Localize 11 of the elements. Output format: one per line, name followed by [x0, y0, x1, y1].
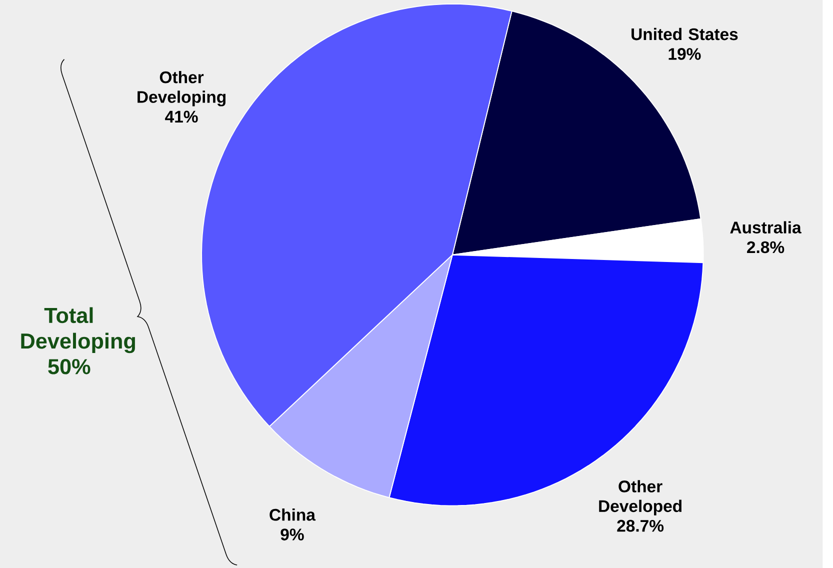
data-label: 28.7%: [617, 520, 664, 532]
slice-label: Other Developed: [599, 480, 682, 516]
data-label: 19%: [668, 48, 701, 60]
slice-label: United States: [632, 28, 738, 40]
data-label: 2.8%: [747, 241, 784, 254]
data-label: 41%: [165, 110, 198, 123]
slice-label: China: [270, 508, 316, 521]
data-label: 9%: [280, 528, 304, 540]
slice-label: Australia: [730, 221, 802, 234]
text: Total Developing 50%: [21, 307, 135, 374]
slice-label: Other Developing: [138, 70, 226, 106]
